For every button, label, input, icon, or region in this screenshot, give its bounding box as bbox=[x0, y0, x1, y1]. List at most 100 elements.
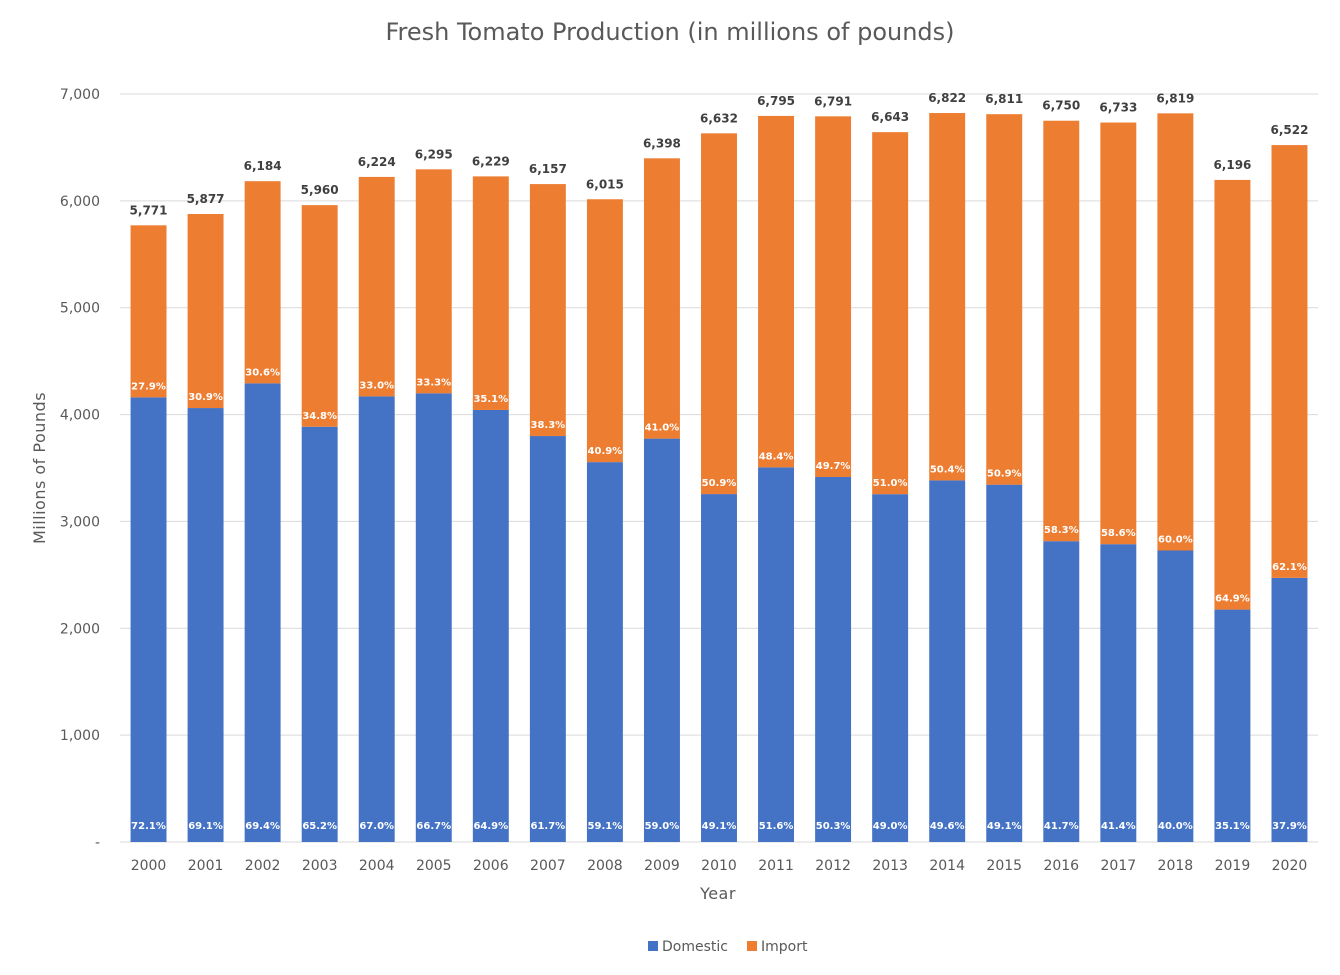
bar-import bbox=[1271, 145, 1308, 578]
total-label: 6,643 bbox=[871, 110, 909, 124]
bar-import bbox=[929, 113, 966, 481]
domestic-pct-label: 66.7% bbox=[416, 821, 451, 832]
bar-domestic bbox=[1157, 550, 1194, 842]
total-label: 6,224 bbox=[358, 155, 396, 169]
total-label: 5,960 bbox=[301, 183, 339, 197]
bar-domestic bbox=[1043, 541, 1080, 842]
bar-import bbox=[529, 184, 566, 437]
legend-label-domestic: Domestic bbox=[662, 939, 728, 955]
bar-domestic bbox=[472, 409, 509, 842]
y-tick-label: 5,000 bbox=[60, 301, 100, 317]
bar-import bbox=[1214, 179, 1251, 610]
domestic-pct-label: 72.1% bbox=[131, 821, 166, 832]
total-label: 6,229 bbox=[472, 154, 510, 168]
x-tick-label: 2008 bbox=[587, 858, 623, 874]
y-axis-ticks: - 1,000 2,000 3,000 4,000 5,000 6,000 7,000 bbox=[60, 87, 100, 851]
bar-import bbox=[1043, 120, 1080, 542]
x-tick-label: 2007 bbox=[530, 858, 566, 874]
domestic-pct-label: 41.4% bbox=[1101, 821, 1136, 832]
x-tick-label: 2002 bbox=[245, 858, 281, 874]
import-pct-label: 27.9% bbox=[131, 381, 166, 392]
legend-swatch-domestic bbox=[648, 941, 658, 951]
import-pct-label: 50.9% bbox=[702, 478, 737, 489]
x-tick-label: 2012 bbox=[815, 858, 851, 874]
bar-domestic bbox=[358, 396, 395, 842]
bar-import bbox=[815, 116, 852, 477]
y-tick-label: 1,000 bbox=[60, 728, 100, 744]
domestic-pct-label: 49.1% bbox=[987, 821, 1022, 832]
x-tick-label: 2020 bbox=[1272, 858, 1308, 874]
bar-domestic bbox=[815, 476, 852, 842]
bar-domestic bbox=[643, 438, 680, 842]
import-pct-label: 34.8% bbox=[302, 411, 337, 422]
bar-import bbox=[758, 115, 795, 468]
bar-import bbox=[358, 176, 395, 397]
total-label: 6,184 bbox=[244, 159, 282, 173]
domestic-pct-label: 61.7% bbox=[531, 821, 566, 832]
bar-import bbox=[701, 133, 737, 495]
bar-import bbox=[986, 114, 1023, 485]
legend: Domestic Import bbox=[648, 939, 808, 955]
import-pct-label: 58.6% bbox=[1101, 528, 1136, 539]
bar-import bbox=[872, 132, 909, 495]
data-labels: 5,771 27.9% 72.1% 5,877 30.9% 69.1% 6,184 30.6%… bbox=[130, 91, 1309, 832]
bar-domestic bbox=[130, 397, 167, 842]
x-tick-label: 2016 bbox=[1043, 858, 1079, 874]
total-label: 6,522 bbox=[1270, 123, 1308, 137]
total-label: 6,196 bbox=[1213, 158, 1251, 172]
total-label: 5,877 bbox=[187, 192, 225, 206]
bar-domestic bbox=[529, 436, 566, 842]
domestic-pct-label: 69.4% bbox=[245, 821, 280, 832]
x-tick-label: 2001 bbox=[188, 858, 224, 874]
domestic-pct-label: 67.0% bbox=[359, 821, 394, 832]
import-pct-label: 33.3% bbox=[416, 377, 451, 388]
bar-import bbox=[130, 225, 167, 398]
total-label: 6,750 bbox=[1042, 99, 1080, 113]
bar-import bbox=[415, 169, 452, 394]
total-label: 6,015 bbox=[586, 177, 624, 191]
bar-import bbox=[244, 181, 281, 384]
total-label: 6,791 bbox=[814, 94, 852, 108]
legend-swatch-import bbox=[747, 941, 757, 951]
x-tick-label: 2010 bbox=[701, 858, 737, 874]
x-axis-title: Year bbox=[699, 884, 736, 903]
domestic-pct-label: 59.0% bbox=[645, 821, 680, 832]
domestic-pct-label: 65.2% bbox=[302, 821, 337, 832]
bar-domestic bbox=[301, 426, 338, 842]
domestic-pct-label: 51.6% bbox=[759, 821, 794, 832]
bar-domestic bbox=[187, 408, 224, 842]
domestic-pct-label: 49.1% bbox=[702, 821, 737, 832]
y-tick-label: 4,000 bbox=[60, 408, 100, 424]
x-tick-label: 2000 bbox=[131, 858, 167, 874]
bar-domestic bbox=[929, 480, 966, 842]
domestic-pct-label: 49.6% bbox=[930, 821, 965, 832]
bar-domestic bbox=[1271, 577, 1308, 842]
domestic-pct-label: 37.9% bbox=[1272, 821, 1307, 832]
bar-import bbox=[472, 176, 509, 410]
y-tick-label: - bbox=[95, 835, 100, 851]
import-pct-label: 62.1% bbox=[1272, 562, 1307, 573]
import-pct-label: 33.0% bbox=[359, 380, 394, 391]
import-pct-label: 60.0% bbox=[1158, 534, 1193, 545]
import-pct-label: 58.3% bbox=[1044, 525, 1079, 536]
import-pct-label: 64.9% bbox=[1215, 594, 1250, 605]
x-tick-label: 2019 bbox=[1215, 858, 1251, 874]
y-axis-title: Millions of Pounds bbox=[30, 392, 49, 544]
bar-domestic bbox=[1100, 544, 1137, 842]
domestic-pct-label: 41.7% bbox=[1044, 821, 1079, 832]
total-label: 6,295 bbox=[415, 147, 453, 161]
total-label: 6,811 bbox=[985, 92, 1023, 106]
bar-import bbox=[301, 205, 338, 427]
total-label: 6,795 bbox=[757, 94, 795, 108]
bar-import bbox=[1100, 122, 1137, 545]
domestic-pct-label: 40.0% bbox=[1158, 821, 1193, 832]
bar-domestic bbox=[986, 484, 1023, 842]
import-pct-label: 51.0% bbox=[873, 478, 908, 489]
bar-import bbox=[586, 199, 623, 463]
bar-domestic bbox=[872, 494, 909, 842]
bar-import bbox=[643, 158, 680, 439]
bar-domestic bbox=[415, 393, 452, 842]
bar-domestic bbox=[758, 467, 795, 842]
chart-title: Fresh Tomato Production (in millions of … bbox=[385, 18, 954, 46]
